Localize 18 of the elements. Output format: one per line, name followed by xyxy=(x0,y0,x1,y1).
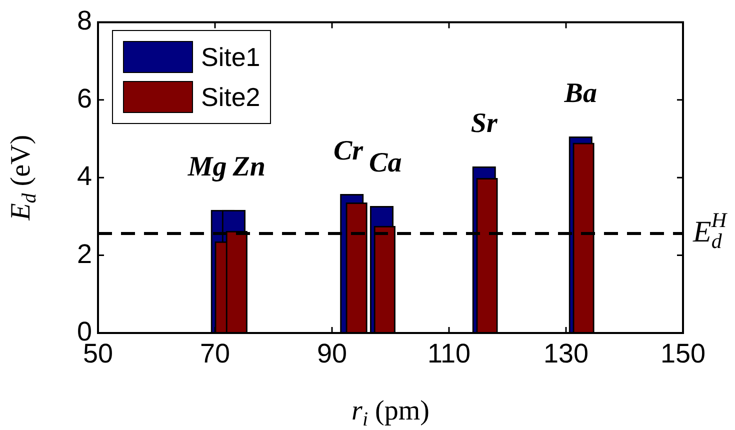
annotation: Zn xyxy=(232,151,266,182)
annotation: Ca xyxy=(369,148,402,179)
x-tick-label: 70 xyxy=(200,338,230,369)
y-tick-label: 6 xyxy=(76,83,92,114)
x-tick-label: 90 xyxy=(316,338,348,369)
y-tick-label: 4 xyxy=(76,161,92,192)
y-axis-title: Ed (eV) xyxy=(5,134,41,222)
x-tick-label: 110 xyxy=(427,338,471,369)
annotation: Mg xyxy=(186,151,227,182)
annotation: Cr xyxy=(333,136,364,167)
annotation: Ba xyxy=(563,78,597,110)
y-tick-label: 8 xyxy=(76,6,92,36)
x-tick-label: 130 xyxy=(543,338,589,369)
x-tick-label: 150 xyxy=(660,338,706,369)
annotation: Sr xyxy=(470,108,498,139)
legend-label: Site2 xyxy=(201,82,260,112)
y-tick-label: 2 xyxy=(76,238,92,269)
legend-label: Site1 xyxy=(201,42,260,72)
